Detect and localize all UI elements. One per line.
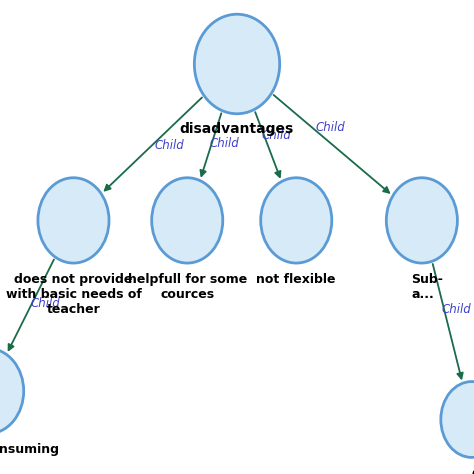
Ellipse shape: [386, 178, 457, 263]
Text: not flexible: not flexible: [256, 273, 336, 285]
Ellipse shape: [441, 382, 474, 457]
Text: nsuming: nsuming: [0, 443, 59, 456]
Text: disadvantages: disadvantages: [180, 122, 294, 137]
Ellipse shape: [0, 348, 24, 434]
Ellipse shape: [261, 178, 332, 263]
Text: does not provide
with basic needs of
teacher: does not provide with basic needs of tea…: [6, 273, 141, 316]
Text: Child: Child: [30, 297, 60, 310]
Text: helpfull for some
cources: helpfull for some cources: [128, 273, 247, 301]
Text: difficu: difficu: [472, 467, 474, 474]
Text: Sub-
a...: Sub- a...: [411, 273, 443, 301]
Text: Child: Child: [262, 129, 292, 142]
Ellipse shape: [152, 178, 223, 263]
Text: Child: Child: [441, 303, 471, 316]
Text: Child: Child: [154, 139, 184, 152]
Text: Child: Child: [209, 137, 239, 150]
Ellipse shape: [38, 178, 109, 263]
Ellipse shape: [194, 14, 280, 114]
Text: Child: Child: [315, 121, 345, 134]
